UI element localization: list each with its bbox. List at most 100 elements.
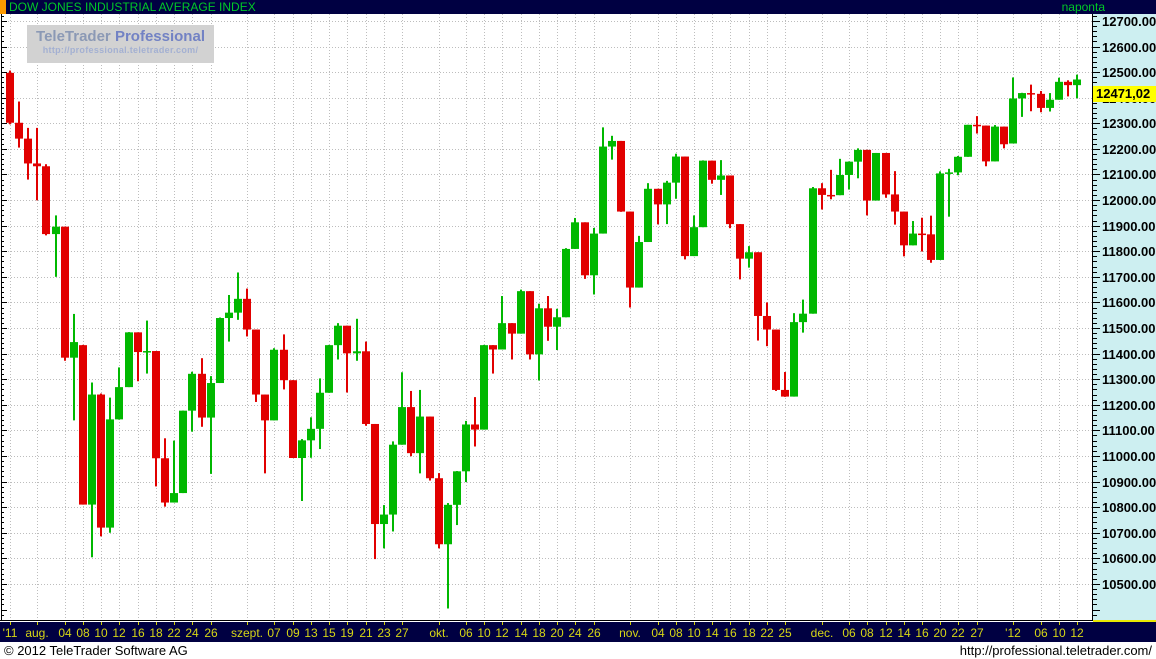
y-axis-label: 11900.00 xyxy=(1102,219,1156,234)
candle-wick xyxy=(447,503,449,609)
candle-wick xyxy=(1021,92,1023,117)
candle-wick xyxy=(1076,74,1078,99)
x-tick-label: 16 xyxy=(915,626,929,640)
candle-body xyxy=(453,471,461,505)
x-axis[interactable]: '11 aug. 04 08 10 12 16 18 22 24 26 szept. 07 09 13 15 1… xyxy=(0,622,1156,642)
x-tick-label: 26 xyxy=(587,626,601,640)
candle-body xyxy=(991,126,999,162)
candle-body xyxy=(973,124,981,127)
x-tick-label: 14 xyxy=(705,626,719,640)
candle-body xyxy=(818,188,826,195)
x-tick-mark xyxy=(575,622,576,625)
candle-body xyxy=(726,175,734,225)
title-bar: DOW JONES INDUSTRIAL AVERAGE INDEX napon… xyxy=(0,0,1156,14)
candle-body xyxy=(772,329,780,390)
candle-body xyxy=(1046,99,1054,108)
x-tick-mark xyxy=(1059,622,1060,625)
y-axis-label: 11600.00 xyxy=(1102,295,1156,310)
candle-wick xyxy=(55,215,57,277)
y-axis-bg[interactable] xyxy=(1093,14,1156,622)
x-tick-label: 12 xyxy=(879,626,893,640)
candle-body xyxy=(325,345,333,393)
x-tick-mark xyxy=(886,622,887,625)
candle-body xyxy=(1027,93,1035,95)
y-axis-label: 11100.00 xyxy=(1102,423,1155,438)
candle-body xyxy=(517,291,525,334)
candle-body xyxy=(845,161,853,175)
candle-body xyxy=(699,160,707,228)
x-tick-label: 18 xyxy=(532,626,546,640)
x-tick-label: 14 xyxy=(897,626,911,640)
x-tick-mark xyxy=(10,622,11,625)
candle-wick xyxy=(948,168,950,217)
candle-body xyxy=(52,226,60,235)
candle-body xyxy=(362,351,370,424)
candle-body xyxy=(79,345,87,505)
candle-wick xyxy=(857,148,859,179)
x-tick-label: 16 xyxy=(131,626,145,640)
x-tick-label: 10 xyxy=(687,626,701,640)
candle-wick xyxy=(137,332,139,382)
watermark-product: Professional xyxy=(114,28,205,45)
candle-body xyxy=(207,383,215,418)
candle-wick xyxy=(474,397,476,447)
watermark-url: http://professional.teletrader.com/ xyxy=(42,45,199,55)
candle-wick xyxy=(228,294,230,342)
candle-body xyxy=(809,188,817,314)
candle-body xyxy=(407,407,415,454)
x-tick-label: 12 xyxy=(112,626,126,640)
candle-wick xyxy=(821,183,823,210)
copyright-text: © 2012 TeleTrader Software AG xyxy=(4,643,188,658)
candle-body xyxy=(24,138,32,164)
y-axis-label: 12500.00 xyxy=(1102,65,1156,80)
candle-body xyxy=(526,291,534,355)
x-tick-label: 04 xyxy=(58,626,72,640)
y-axis-label: 12200.00 xyxy=(1102,142,1156,157)
y-axis-label: 11800.00 xyxy=(1102,244,1156,259)
x-tick-label: 08 xyxy=(76,626,90,640)
x-tick-mark xyxy=(1077,622,1078,625)
candle-body xyxy=(936,173,944,260)
candle-body xyxy=(444,504,452,545)
candle-wick xyxy=(301,439,303,502)
candle-body xyxy=(872,152,880,201)
x-tick-label: 12 xyxy=(1070,626,1084,640)
x-tick-label: 08 xyxy=(860,626,874,640)
candle-wick xyxy=(912,221,914,246)
x-tick-mark xyxy=(83,622,84,625)
x-tick-mark xyxy=(867,622,868,625)
x-tick-mark xyxy=(822,622,823,625)
candle-body xyxy=(745,252,753,259)
candle-body xyxy=(498,323,506,350)
candle-body xyxy=(307,428,315,441)
x-tick-label: 20 xyxy=(933,626,947,640)
x-tick-label: 26 xyxy=(204,626,218,640)
x-tick-mark xyxy=(904,622,905,625)
candle-body xyxy=(270,349,278,421)
x-tick-mark xyxy=(192,622,193,625)
status-bar: © 2012 TeleTrader Software AG http://pro… xyxy=(0,642,1156,659)
x-tick-mark xyxy=(557,622,558,625)
candle-body xyxy=(836,174,844,196)
candle-body xyxy=(416,416,424,454)
candle-body xyxy=(480,345,488,430)
x-tick-label: 18 xyxy=(149,626,163,640)
x-tick-label: 14 xyxy=(514,626,528,640)
x-tick-mark xyxy=(712,622,713,625)
x-tick-label: 10 xyxy=(1052,626,1066,640)
candle-body xyxy=(334,325,342,346)
y-axis-label: 11300.00 xyxy=(1102,372,1156,387)
price-chart[interactable]: 12700.0012600.0012500.0012400.0012300.00… xyxy=(0,14,1156,622)
candle-wick xyxy=(73,313,75,421)
y-axis-label: 12600.00 xyxy=(1102,40,1156,55)
candle-body xyxy=(1009,98,1017,144)
x-tick-label: aug. xyxy=(25,626,49,640)
candle-body xyxy=(790,322,798,397)
candlestick-plot[interactable]: 12700.0012600.0012500.0012400.0012300.00… xyxy=(0,14,1156,622)
x-tick-label: 23 xyxy=(377,626,391,640)
candle-body xyxy=(261,394,269,421)
x-tick-label: 12 xyxy=(495,626,509,640)
y-axis-label: 10500.00 xyxy=(1102,577,1156,592)
x-tick-mark xyxy=(174,622,175,625)
candle-body xyxy=(42,166,50,235)
